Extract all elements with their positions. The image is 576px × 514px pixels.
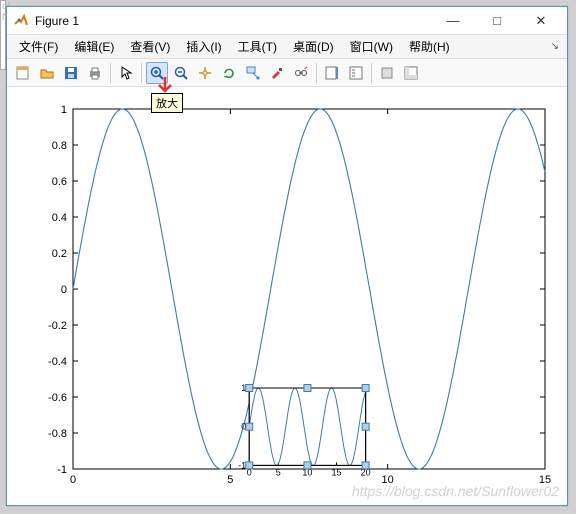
- leftstrip-0: at: [1, 1, 5, 12]
- print-button[interactable]: [84, 62, 106, 84]
- svg-text:-0.6: -0.6: [48, 392, 67, 404]
- main-axes: -1-0.8-0.6-0.4-0.200.20.40.60.81051015-1…: [15, 91, 559, 499]
- svg-text:0.4: 0.4: [52, 212, 67, 224]
- save-button[interactable]: [60, 62, 82, 84]
- svg-text:5: 5: [276, 467, 281, 477]
- svg-text:0.8: 0.8: [52, 140, 67, 152]
- menu-help[interactable]: 帮助(H): [401, 36, 458, 57]
- menu-edit[interactable]: 编辑(E): [66, 36, 122, 57]
- svg-text:0.2: 0.2: [52, 248, 67, 260]
- svg-text:5: 5: [227, 474, 233, 486]
- rotate-button[interactable]: [218, 62, 240, 84]
- link-button[interactable]: [290, 62, 312, 84]
- toolbar-sep-4: [371, 63, 372, 83]
- svg-text:0: 0: [61, 284, 67, 296]
- svg-text:-0.8: -0.8: [48, 428, 67, 440]
- close-button[interactable]: ✕: [519, 8, 563, 34]
- menubar: 文件(F) 编辑(E) 查看(V) 插入(I) 工具(T) 桌面(D) 窗口(W…: [7, 35, 567, 59]
- menu-insert[interactable]: 插入(I): [178, 36, 229, 57]
- menu-tools[interactable]: 工具(T): [230, 36, 285, 57]
- svg-text:-0.2: -0.2: [48, 320, 67, 332]
- minimize-button[interactable]: —: [431, 8, 475, 34]
- toolbar: [7, 59, 567, 87]
- toolbar-sep-2: [141, 63, 142, 83]
- titlebar[interactable]: Figure 1 — □ ✕: [7, 7, 567, 35]
- zoom-in-tooltip: 放大: [151, 93, 183, 113]
- leftstrip-1: N: [1, 12, 5, 23]
- svg-text:-1: -1: [238, 460, 246, 470]
- svg-text:15: 15: [539, 474, 551, 486]
- menu-file[interactable]: 文件(F): [11, 36, 66, 57]
- matlab-icon: [13, 13, 29, 29]
- figure-window: Figure 1 — □ ✕ 文件(F) 编辑(E) 查看(V) 插入(I) 工…: [6, 6, 568, 506]
- window-controls: — □ ✕: [431, 8, 563, 34]
- svg-text:15: 15: [332, 467, 342, 477]
- svg-text:-1: -1: [57, 464, 67, 476]
- new-figure-button[interactable]: [12, 62, 34, 84]
- menubar-corner[interactable]: ↘: [551, 41, 563, 52]
- toolbar-sep-3: [316, 63, 317, 83]
- legend-button[interactable]: [345, 62, 367, 84]
- plot-area[interactable]: -1-0.8-0.6-0.4-0.200.20.40.60.81051015-1…: [15, 91, 559, 497]
- open-button[interactable]: [36, 62, 58, 84]
- maximize-button[interactable]: □: [475, 8, 519, 34]
- brush-button[interactable]: [266, 62, 288, 84]
- menu-window[interactable]: 窗口(W): [342, 36, 401, 57]
- window-title: Figure 1: [35, 14, 431, 28]
- svg-text:1: 1: [61, 104, 67, 116]
- menu-view[interactable]: 查看(V): [122, 36, 178, 57]
- svg-text:-0.4: -0.4: [48, 356, 67, 368]
- pointer-button[interactable]: [115, 62, 137, 84]
- svg-text:0.6: 0.6: [52, 176, 67, 188]
- data-cursor-button[interactable]: [242, 62, 264, 84]
- toolbar-sep-1: [110, 63, 111, 83]
- show-plot-tools-button[interactable]: [400, 62, 422, 84]
- colorbar-button[interactable]: [321, 62, 343, 84]
- svg-text:10: 10: [382, 474, 394, 486]
- pan-button[interactable]: [194, 62, 216, 84]
- svg-text:0: 0: [70, 474, 76, 486]
- hide-plot-tools-button[interactable]: [376, 62, 398, 84]
- menu-desktop[interactable]: 桌面(D): [285, 36, 342, 57]
